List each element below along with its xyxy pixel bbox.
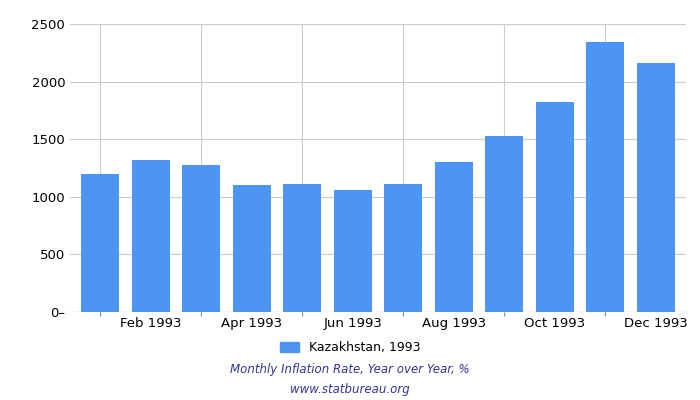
Text: Monthly Inflation Rate, Year over Year, %: Monthly Inflation Rate, Year over Year, … [230,364,470,376]
Bar [485,136,523,312]
Bar [233,185,271,312]
Bar [132,160,169,312]
Bar [182,164,220,312]
Bar [536,102,574,312]
Bar [334,190,372,312]
Bar [637,63,675,312]
Bar [384,184,422,312]
Bar [435,162,472,312]
Legend: Kazakhstan, 1993: Kazakhstan, 1993 [275,336,425,359]
Bar [587,42,624,312]
Bar [81,174,119,312]
Bar [284,184,321,312]
Text: www.statbureau.org: www.statbureau.org [290,384,410,396]
